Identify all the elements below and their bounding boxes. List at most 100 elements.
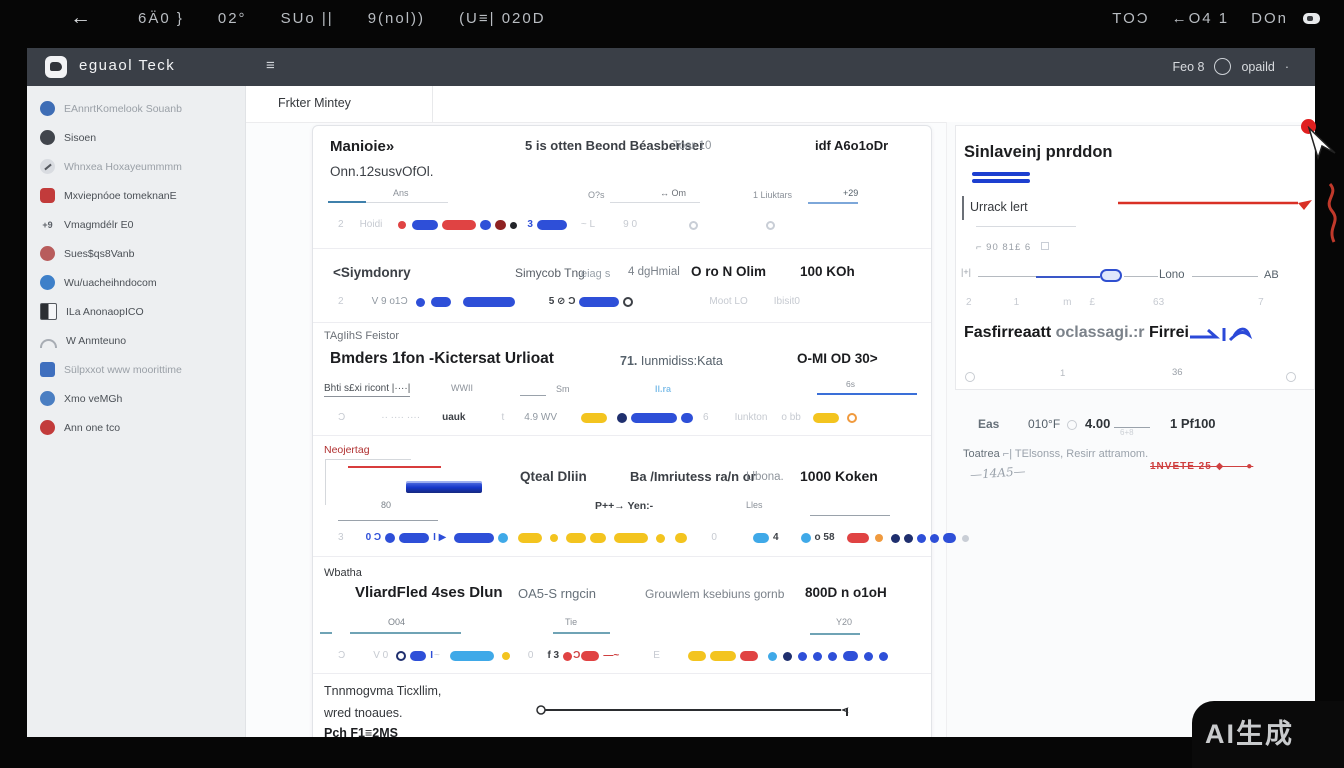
rating-dot [797,651,807,661]
rating-ring [396,651,407,661]
s1-right-title: 5 is otten Beond Béasberlser [525,138,705,153]
survey-card: Manioie» Onn.12susvOfOl. 5 is otten Beon… [312,125,969,737]
rating-dot [617,413,628,423]
stat-temp: 010°F [1028,417,1061,431]
s1-right-meta: Toar 10 [673,140,712,152]
dot-row-text: Ɔ [338,650,346,661]
dot-row-text: f 3 [547,650,560,661]
summary-panel: Sinlaveinj pnrddon Urrack lert ⌐ 90 81£ … [955,125,1315,390]
sidebar-item[interactable]: Sülpxxot www moorittime [27,355,245,384]
rating-ring [623,297,634,307]
dot-row-text: I ▶ [433,532,447,543]
rating-dot [398,221,407,229]
sidebar-item[interactable]: Sisoen [27,123,245,152]
sidebar-item-label: Vmagmdélr E0 [64,218,134,231]
red-squiggle-mark [1327,182,1337,243]
rating-dot [752,533,769,543]
sidebar-item[interactable]: Wu/uacheihndocom [27,268,245,297]
rating-dot [518,533,543,543]
long-arrow [536,705,849,716]
s1-tab-active-line [328,201,366,203]
slider-handle[interactable] [1100,269,1122,282]
rating-dot [563,651,573,661]
rating-dot [579,297,620,307]
sidebar-item[interactable]: W Anmteuno [27,326,245,355]
status-item: DOn [1251,10,1288,27]
sidebar-item[interactable]: Mxviepnóoe tomeknanE [27,181,245,210]
avatar[interactable] [1214,58,1232,75]
rating-dot [942,533,956,543]
slider-track-left[interactable] [978,276,1036,277]
s3-kicker: TAgIihS Feistor [324,330,399,342]
s3-label-1[interactable]: Bhti s£xi ricont |····| [324,383,411,397]
sidebar-item[interactable]: EAnnrtKomelook Souanb [27,94,245,123]
s2-title: <Siymdonry [333,265,411,280]
s1-label-4: +29 [843,188,859,198]
stat-400: 4.00 [1085,416,1111,431]
badge-bluesq-icon [40,362,55,377]
slider-track-filled[interactable] [1036,276,1100,278]
sidebar-item-label: Wu/uacheihndocom [64,276,157,289]
dot-row-text: m [1063,297,1072,308]
header-user[interactable]: opaild [1241,59,1275,74]
sidebar-item[interactable]: +9 Vmagmdélr E0 [27,210,245,239]
dot-row-text: 5 ⊘ Ɔ [548,296,576,307]
rating-dot [842,651,858,661]
card-section-1: Manioie» Onn.12susvOfOl. 5 is otten Beon… [313,126,931,249]
slider-track-far[interactable] [1192,276,1258,277]
sidebar-item-label: ILa AnonaopICO [66,305,144,318]
s3-title: Bmders 1fon -Kictersat Urlioat [330,350,554,367]
sidebar-item[interactable]: Xmo veMGh [27,384,245,413]
sidebar-item[interactable]: Ann one tco [27,413,245,442]
s1-tab-label[interactable]: Ans [393,188,409,198]
dot-row-text: Ibisit0 [773,296,800,307]
dot-row-text: Moot LO [709,296,748,307]
back-arrow-icon[interactable]: ← [70,6,91,29]
red-annotation-arrow [1118,200,1312,210]
badge-arc-icon [40,338,57,348]
s2-rating-dots: 2 V 9 o1Ɔ 5 ⊘ Ɔ Moot LO Ibisit0 [338,295,801,309]
slider-track-right[interactable] [1124,276,1158,277]
dot-row-text: £ [1089,297,1096,308]
s5-kicker: Wbatha [324,567,362,579]
rating-dot [812,413,839,423]
rating-dot [385,533,396,543]
rating-ring [689,220,699,230]
tab-frkter-mintey[interactable]: Frkter Mintey [278,96,351,110]
mouse-cursor [1307,126,1336,161]
stat-eas: Eas [978,417,1000,431]
s6-line-2: wred tnoaues. [324,706,403,720]
rating-dot [581,413,608,423]
s4-line-2 [810,515,890,516]
rating-dot [800,533,811,543]
rating-dot [675,533,688,543]
rating-dot [878,651,888,661]
panel-faint-row: 2 1 m £63 7 [966,296,1265,310]
dot-row-text: Ɔ [338,412,346,423]
s2-text-1: Simycob Tng [515,266,585,280]
s6-line-3: Pch F1≡2MS [324,726,398,737]
s4-red-line [348,466,441,468]
badge-pen-icon [40,159,55,174]
s4-selection-corner [325,459,411,505]
sidebar-item[interactable]: Whnxea Hoxayeummmm [27,152,245,181]
s2-text-2: eiag s [581,268,611,280]
header-caret-icon[interactable]: · [1284,59,1289,74]
s1-label-2: ↔ Om [660,188,686,198]
sidebar-item[interactable]: Sues$qs8Vanb [27,239,245,268]
s4-value: 1000 Koken [800,468,878,484]
dot-row-text: 2 [966,297,972,308]
rating-dot [550,534,559,542]
s5-label-3: Y20 [836,617,853,627]
card-section-6: Tnnmogvma Ticxllim, wred tnoaues. Pch F1… [313,674,931,737]
sidebar: EAnnrtKomelook Souanb Sisoen Whnxea Hoxaye… [27,86,246,737]
badge-gear-icon [40,391,55,406]
sidebar-item[interactable]: ILa AnonaopICO [27,297,245,326]
sidebar-item-label: Whnxea Hoxayeummmm [64,160,182,173]
s4-progress-bar[interactable] [406,481,482,493]
slider-value: AB [1264,269,1279,281]
dot-row-text: o 58 [814,532,835,543]
menu-icon[interactable]: ≡ [266,57,276,74]
stats-note-1: Toatrea [963,448,1000,460]
rating-dot [903,533,913,543]
